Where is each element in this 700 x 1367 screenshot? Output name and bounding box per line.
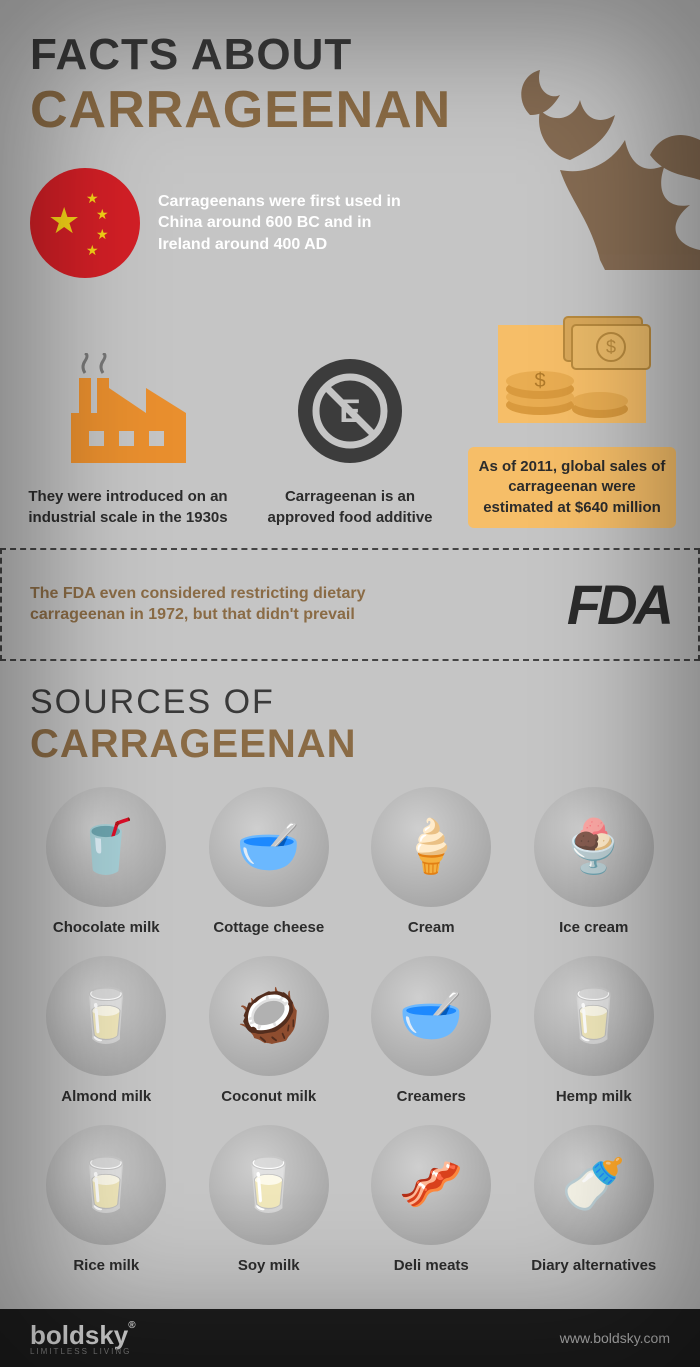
source-image: 🥛 bbox=[46, 1125, 166, 1245]
source-image: 🥓 bbox=[371, 1125, 491, 1245]
source-item: 🥛 Rice milk bbox=[30, 1125, 183, 1274]
fda-logo: FDA bbox=[567, 572, 670, 637]
source-item: 🥓 Deli meats bbox=[355, 1125, 508, 1274]
svg-text:E: E bbox=[339, 393, 360, 429]
source-label: Cottage cheese bbox=[193, 919, 346, 936]
source-image: 🥣 bbox=[209, 787, 329, 907]
fda-text: The FDA even considered restricting diet… bbox=[30, 583, 410, 626]
source-image: 🥥 bbox=[209, 956, 329, 1076]
sources-header: SOURCES OF CARRAGEENAN bbox=[30, 683, 670, 767]
source-image: 🥤 bbox=[46, 787, 166, 907]
source-label: Coconut milk bbox=[193, 1088, 346, 1105]
source-label: Rice milk bbox=[30, 1257, 183, 1274]
source-label: Cream bbox=[355, 919, 508, 936]
source-item: 🥣 Cottage cheese bbox=[193, 787, 346, 936]
china-flag-icon: ★ ★ ★ ★ ★ bbox=[30, 168, 140, 278]
no-e-icon: E bbox=[295, 356, 405, 466]
source-item: 🥛 Almond milk bbox=[30, 956, 183, 1105]
source-item: 🥛 Soy milk bbox=[193, 1125, 346, 1274]
footer-url: www.boldsky.com bbox=[560, 1330, 670, 1346]
source-image: 🥣 bbox=[371, 956, 491, 1076]
origin-fact-text: Carrageenans were first used in China ar… bbox=[158, 191, 418, 256]
source-image: 🥛 bbox=[209, 1125, 329, 1245]
source-label: Ice cream bbox=[518, 919, 671, 936]
fda-banner: The FDA even considered restricting diet… bbox=[0, 548, 700, 661]
brand-name: boldsky® bbox=[30, 1320, 136, 1350]
money-icon: $ $ bbox=[492, 313, 652, 428]
source-item: 🍦 Cream bbox=[355, 787, 508, 936]
source-item: 🥛 Hemp milk bbox=[518, 956, 671, 1105]
brand-tagline: LIMITLESS LIVING bbox=[30, 1347, 136, 1356]
factory-icon bbox=[61, 353, 196, 468]
fact-additive: E Carrageenan is an approved food additi… bbox=[246, 348, 454, 528]
fact-industrial-text: They were introduced on an industrial sc… bbox=[24, 487, 232, 528]
source-label: Diary alternatives bbox=[518, 1257, 671, 1274]
source-label: Deli meats bbox=[355, 1257, 508, 1274]
sources-grid: 🥤 Chocolate milk 🥣 Cottage cheese 🍦 Cream 🍨 Ice… bbox=[30, 787, 670, 1274]
svg-text:$: $ bbox=[606, 337, 616, 357]
source-image: 🍼 bbox=[534, 1125, 654, 1245]
source-item: 🍼 Diary alternatives bbox=[518, 1125, 671, 1274]
source-item: 🥣 Creamers bbox=[355, 956, 508, 1105]
fact-additive-text: Carrageenan is an approved food additive bbox=[246, 487, 454, 528]
source-image: 🍨 bbox=[534, 787, 654, 907]
source-item: 🥤 Chocolate milk bbox=[30, 787, 183, 936]
source-label: Creamers bbox=[355, 1088, 508, 1105]
sources-line2: CARRAGEENAN bbox=[30, 722, 670, 767]
source-label: Almond milk bbox=[30, 1088, 183, 1105]
svg-text:$: $ bbox=[534, 370, 545, 392]
fact-icons-row: They were introduced on an industrial sc… bbox=[24, 308, 676, 528]
source-item: 🍨 Ice cream bbox=[518, 787, 671, 936]
source-image: 🥛 bbox=[46, 956, 166, 1076]
fact-sales: $ $ As of 2011, global sales of carragee… bbox=[468, 308, 676, 528]
fact-industrial: They were introduced on an industrial sc… bbox=[24, 348, 232, 528]
footer: boldsky® LIMITLESS LIVING www.boldsky.co… bbox=[0, 1309, 700, 1367]
source-label: Hemp milk bbox=[518, 1088, 671, 1105]
source-label: Chocolate milk bbox=[30, 919, 183, 936]
fact-sales-text: As of 2011, global sales of carrageenan … bbox=[468, 447, 676, 528]
source-image: 🥛 bbox=[534, 956, 654, 1076]
source-image: 🍦 bbox=[371, 787, 491, 907]
brand-block: boldsky® LIMITLESS LIVING bbox=[30, 1320, 136, 1356]
sources-line1: SOURCES OF bbox=[30, 683, 670, 722]
source-item: 🥥 Coconut milk bbox=[193, 956, 346, 1105]
source-label: Soy milk bbox=[193, 1257, 346, 1274]
seaweed-illustration bbox=[450, 0, 700, 270]
